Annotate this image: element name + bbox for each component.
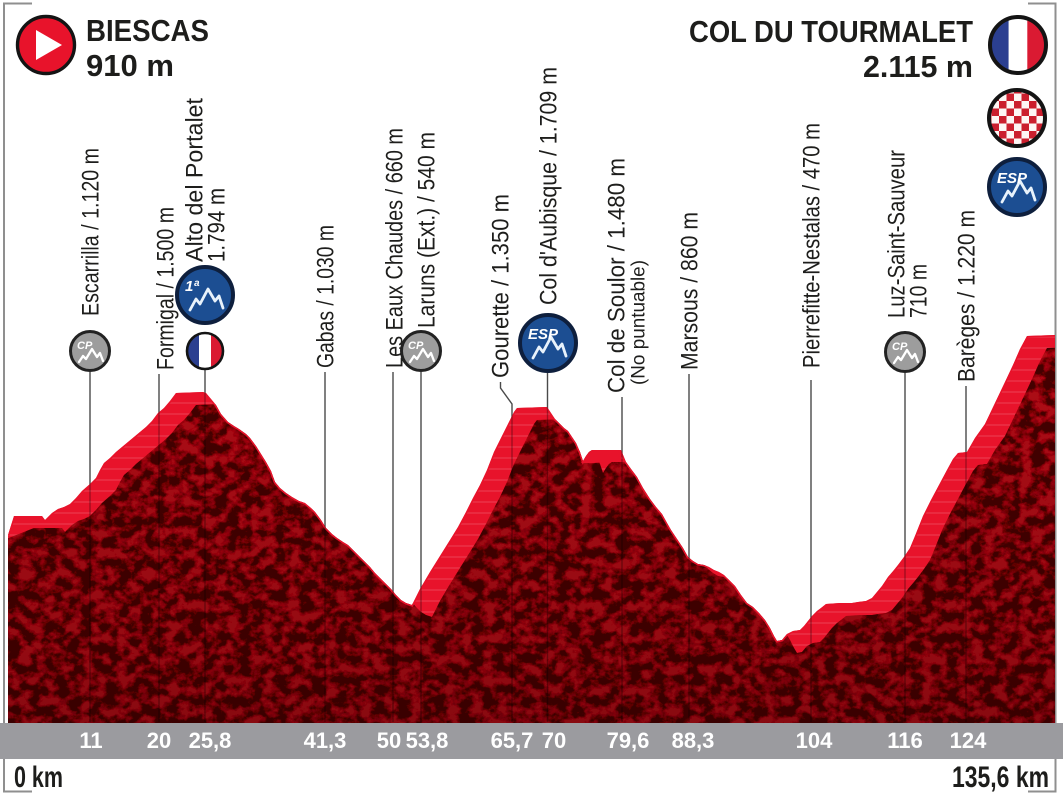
svg-text:53,8: 53,8 [406, 728, 449, 753]
svg-text:COL DU TOURMALET: COL DU TOURMALET [689, 14, 973, 49]
svg-text:1.794 m: 1.794 m [204, 188, 231, 262]
svg-text:135,6 km: 135,6 km [952, 761, 1049, 794]
svg-text:25,8: 25,8 [189, 728, 232, 753]
svg-text:Les Eaux Chaudes / 660 m: Les Eaux Chaudes / 660 m [382, 128, 409, 368]
svg-text:41,3: 41,3 [304, 728, 347, 753]
svg-text:Marsous / 860 m: Marsous / 860 m [677, 212, 704, 370]
svg-text:CP: CP [408, 340, 424, 352]
svg-text:2.115 m: 2.115 m [863, 49, 973, 84]
svg-text:Laruns (Ext.) / 540 m: Laruns (Ext.) / 540 m [414, 132, 441, 328]
svg-text:ESP: ESP [997, 170, 1028, 187]
svg-text:Gourette / 1.350 m: Gourette / 1.350 m [488, 194, 515, 378]
svg-text:CP: CP [892, 341, 908, 353]
svg-text:88,3: 88,3 [672, 728, 715, 753]
svg-text:1ª: 1ª [185, 278, 199, 295]
svg-text:116: 116 [887, 728, 923, 753]
svg-text:0 km: 0 km [14, 761, 63, 794]
svg-text:20: 20 [147, 728, 171, 753]
svg-text:CP: CP [77, 340, 93, 352]
svg-text:910 m: 910 m [86, 48, 174, 83]
svg-text:Gabas / 1.030 m: Gabas / 1.030 m [313, 225, 340, 368]
svg-text:50: 50 [377, 728, 401, 753]
svg-text:11: 11 [79, 728, 102, 753]
svg-text:Escarrilla / 1.120 m: Escarrilla / 1.120 m [78, 148, 105, 316]
svg-text:79,6: 79,6 [607, 728, 650, 753]
svg-text:Col d'Aubisque / 1.709 m: Col d'Aubisque / 1.709 m [536, 67, 563, 305]
svg-text:Luz-Saint-Sauveur: Luz-Saint-Sauveur [884, 150, 911, 318]
svg-text:65,7: 65,7 [491, 728, 534, 753]
svg-text:BIESCAS: BIESCAS [86, 13, 209, 48]
svg-text:Formigal / 1.500 m: Formigal / 1.500 m [153, 207, 180, 370]
svg-text:Pierrefitte-Nestalas / 470 m: Pierrefitte-Nestalas / 470 m [799, 123, 826, 368]
svg-text:Alto del Portalet: Alto del Portalet [182, 98, 209, 262]
svg-text:104: 104 [796, 728, 833, 753]
svg-text:124: 124 [950, 728, 987, 753]
svg-text:Barèges / 1.220 m: Barèges / 1.220 m [954, 210, 981, 382]
svg-text:710 m: 710 m [906, 264, 933, 318]
svg-text:Col de Soulor / 1.480 m: Col de Soulor / 1.480 m [604, 158, 631, 393]
svg-text:(No puntuable): (No puntuable) [629, 260, 650, 385]
svg-text:70: 70 [542, 728, 566, 753]
svg-text:ESP: ESP [528, 326, 559, 343]
